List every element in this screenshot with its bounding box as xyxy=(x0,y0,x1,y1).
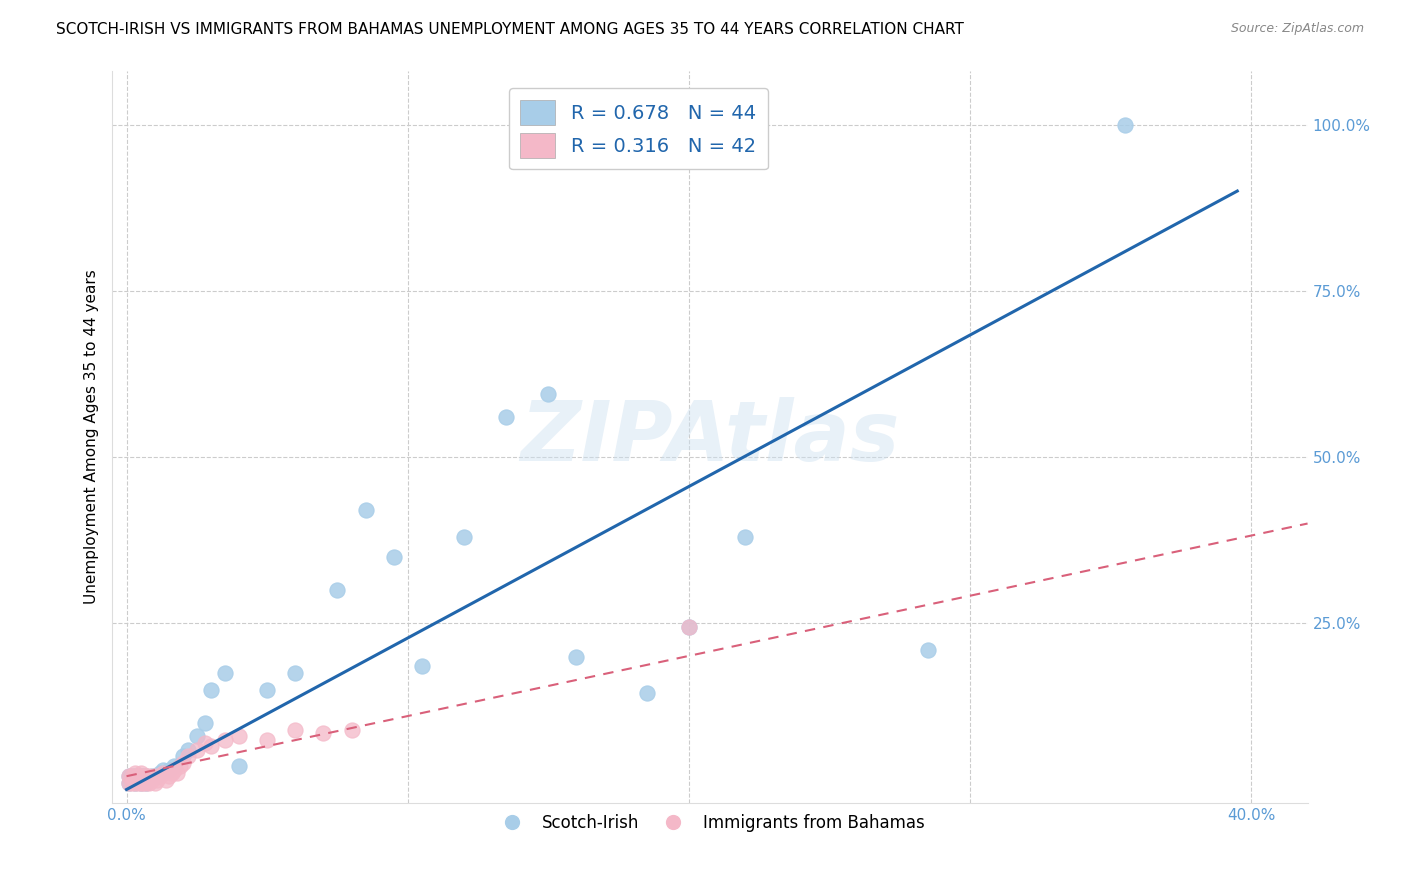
Point xyxy=(382,549,405,564)
Point xyxy=(129,765,152,780)
Point xyxy=(132,769,155,783)
Point xyxy=(118,776,141,790)
Point xyxy=(149,769,172,783)
Point xyxy=(141,772,163,787)
Point xyxy=(135,776,157,790)
Point xyxy=(340,723,363,737)
Point xyxy=(163,759,186,773)
Point xyxy=(636,686,658,700)
Point xyxy=(121,772,143,787)
Point xyxy=(495,410,517,425)
Point xyxy=(200,739,222,754)
Point xyxy=(129,769,152,783)
Point xyxy=(411,659,433,673)
Point xyxy=(127,769,149,783)
Point xyxy=(194,716,217,731)
Point xyxy=(124,772,146,787)
Text: ZIPAtlas: ZIPAtlas xyxy=(520,397,900,477)
Point xyxy=(256,732,278,747)
Point xyxy=(127,772,149,787)
Point xyxy=(200,682,222,697)
Point xyxy=(228,759,250,773)
Point xyxy=(143,769,166,783)
Point xyxy=(132,769,155,783)
Point xyxy=(734,530,756,544)
Point xyxy=(163,763,186,777)
Text: Source: ZipAtlas.com: Source: ZipAtlas.com xyxy=(1230,22,1364,36)
Point xyxy=(186,742,208,756)
Point xyxy=(121,776,143,790)
Point xyxy=(129,772,152,787)
Point xyxy=(157,763,180,777)
Point xyxy=(138,769,160,783)
Point xyxy=(152,763,174,777)
Point xyxy=(214,732,236,747)
Point xyxy=(132,776,155,790)
Point xyxy=(678,619,700,633)
Point xyxy=(121,769,143,783)
Point xyxy=(256,682,278,697)
Point xyxy=(141,769,163,783)
Point xyxy=(917,643,939,657)
Point xyxy=(172,749,194,764)
Point xyxy=(678,619,700,633)
Point xyxy=(127,776,149,790)
Point xyxy=(149,765,172,780)
Point xyxy=(129,776,152,790)
Point xyxy=(143,769,166,783)
Point xyxy=(135,776,157,790)
Point xyxy=(284,723,307,737)
Legend: Scotch-Irish, Immigrants from Bahamas: Scotch-Irish, Immigrants from Bahamas xyxy=(489,807,931,838)
Point xyxy=(326,582,349,597)
Point xyxy=(143,776,166,790)
Point xyxy=(565,649,588,664)
Point xyxy=(194,736,217,750)
Point xyxy=(146,769,169,783)
Point xyxy=(124,765,146,780)
Point xyxy=(135,769,157,783)
Point xyxy=(132,772,155,787)
Point xyxy=(537,387,560,401)
Point xyxy=(118,769,141,783)
Point xyxy=(124,776,146,790)
Point xyxy=(138,772,160,787)
Point xyxy=(186,729,208,743)
Point xyxy=(166,765,188,780)
Point xyxy=(354,503,377,517)
Point xyxy=(155,772,177,787)
Point xyxy=(152,765,174,780)
Point xyxy=(135,769,157,783)
Point xyxy=(284,666,307,681)
Point xyxy=(453,530,475,544)
Point xyxy=(138,776,160,790)
Point xyxy=(1114,118,1136,132)
Point xyxy=(129,776,152,790)
Text: SCOTCH-IRISH VS IMMIGRANTS FROM BAHAMAS UNEMPLOYMENT AMONG AGES 35 TO 44 YEARS C: SCOTCH-IRISH VS IMMIGRANTS FROM BAHAMAS … xyxy=(56,22,965,37)
Point xyxy=(160,765,183,780)
Point xyxy=(172,756,194,770)
Point xyxy=(146,772,169,787)
Point xyxy=(127,769,149,783)
Point xyxy=(124,769,146,783)
Point xyxy=(169,759,191,773)
Point xyxy=(121,769,143,783)
Point xyxy=(177,749,200,764)
Point xyxy=(157,769,180,783)
Point xyxy=(118,776,141,790)
Point xyxy=(118,769,141,783)
Y-axis label: Unemployment Among Ages 35 to 44 years: Unemployment Among Ages 35 to 44 years xyxy=(83,269,98,605)
Point xyxy=(214,666,236,681)
Point xyxy=(124,776,146,790)
Point xyxy=(312,726,335,740)
Point xyxy=(228,729,250,743)
Point xyxy=(177,742,200,756)
